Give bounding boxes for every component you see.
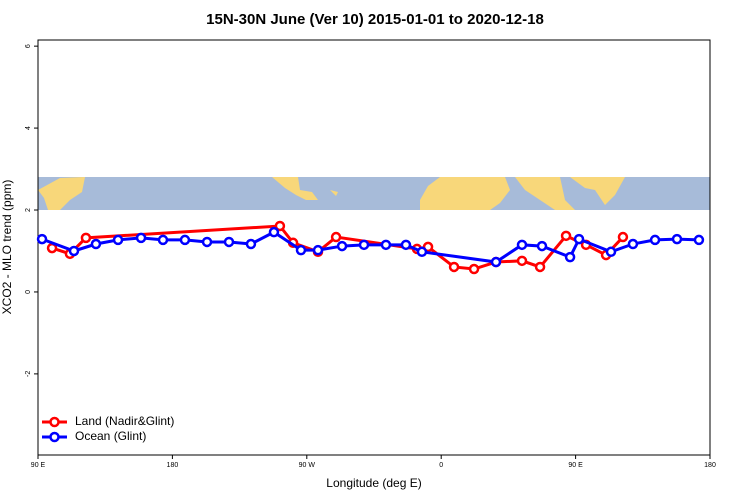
data-point (179, 234, 191, 246)
data-point (649, 234, 661, 246)
x-tick-label: 0 (439, 462, 443, 469)
data-point (312, 244, 324, 256)
x-tick-label: 90 W (299, 462, 316, 469)
x-tick-label: 90 E (568, 462, 583, 469)
data-point (536, 240, 548, 252)
x-axis-label: Longitude (deg E) (326, 476, 421, 490)
data-point (90, 238, 102, 250)
data-point (693, 234, 705, 246)
data-point (617, 231, 629, 243)
data-point (560, 230, 572, 242)
data-point (268, 226, 280, 238)
y-tick-label: -2 (25, 371, 32, 377)
data-point (245, 238, 257, 250)
data-point (223, 236, 235, 248)
data-point (490, 256, 502, 268)
data-point (416, 246, 428, 258)
data-point (605, 246, 617, 258)
land-shape (515, 177, 575, 210)
data-point (358, 239, 370, 251)
data-point (157, 234, 169, 246)
data-point (201, 236, 213, 248)
data-point (295, 244, 307, 256)
data-point (336, 240, 348, 252)
data-point (36, 233, 48, 245)
data-point (671, 233, 683, 245)
legend-label: Land (Nadir&Glint) (75, 414, 174, 428)
data-point (68, 245, 80, 257)
x-tick-label: 90 E (31, 462, 46, 469)
data-point (516, 255, 528, 267)
land-shape (420, 177, 510, 210)
y-tick-label: 6 (25, 44, 32, 48)
data-point (573, 233, 585, 245)
x-tick-label: 180 (704, 462, 716, 469)
data-point (627, 238, 639, 250)
land-shape (38, 177, 85, 210)
chart-title: 15N-30N June (Ver 10) 2015-01-01 to 2020… (206, 11, 544, 28)
legend-label: Ocean (Glint) (75, 429, 146, 443)
data-point (135, 232, 147, 244)
y-tick-label: 2 (25, 208, 32, 212)
legend-marker (49, 416, 60, 428)
y-tick-label: 0 (25, 290, 32, 294)
legend-marker (49, 431, 60, 443)
y-tick-label: 4 (25, 126, 32, 130)
data-point (564, 251, 576, 263)
x-tick-label: 180 (167, 462, 179, 469)
data-point (112, 234, 124, 246)
data-point (516, 239, 528, 251)
plot-frame (37, 39, 711, 456)
data-point (468, 263, 480, 275)
land-shape (272, 177, 318, 200)
data-point (534, 261, 546, 273)
data-point (80, 232, 92, 244)
data-point (400, 239, 412, 251)
map-strip (38, 177, 710, 210)
land-shape (570, 177, 625, 205)
land-shape (330, 190, 338, 196)
series-line (41, 230, 700, 264)
data-point (330, 231, 342, 243)
y-axis-label: XCO2 - MLO trend (ppm) (0, 180, 14, 315)
data-point (448, 261, 460, 273)
data-point (274, 220, 286, 232)
data-point (380, 239, 392, 251)
